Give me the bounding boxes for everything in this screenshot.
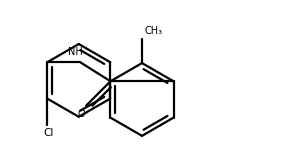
Text: O: O (77, 109, 85, 119)
Text: Cl: Cl (43, 128, 53, 138)
Text: NH: NH (68, 47, 83, 57)
Text: CH₃: CH₃ (145, 26, 163, 36)
